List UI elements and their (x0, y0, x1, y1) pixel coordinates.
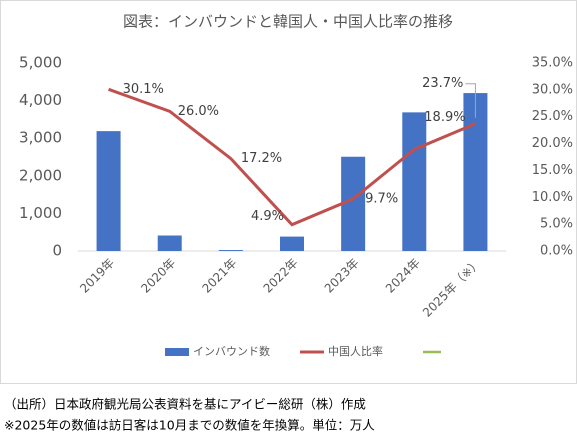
legend-label: 中国人比率 (328, 344, 383, 358)
y-tick-label: 0 (52, 242, 62, 260)
data-label: 4.9% (251, 209, 284, 224)
y-tick-label: 3,000 (19, 129, 62, 147)
legend-swatch (165, 348, 189, 356)
bar (402, 112, 427, 251)
bar (218, 250, 243, 251)
y2-tick-label: 25.0% (532, 109, 573, 124)
data-label: 17.2% (241, 151, 282, 166)
legend-label: インバウンド数 (193, 345, 270, 358)
bar (463, 93, 488, 251)
y-tick-label: 1,000 (19, 204, 62, 222)
source-note: （出所）日本政府観光局公表資料を基にアイビー総研（株）作成 (4, 397, 366, 412)
data-label: 30.1% (123, 82, 164, 97)
y2-tick-label: 35.0% (532, 56, 573, 71)
data-label: 26.0% (178, 104, 219, 119)
data-label: 9.7% (365, 191, 398, 206)
chart-frame (0, 0, 577, 384)
y2-tick-label: 30.0% (532, 82, 573, 97)
bar (280, 236, 304, 251)
y2-tick-label: 10.0% (532, 190, 573, 205)
y-tick-label: 5,000 (19, 54, 62, 72)
y-tick-label: 4,000 (19, 91, 62, 109)
line-series (108, 87, 477, 227)
y2-tick-label: 20.0% (532, 136, 573, 151)
leader-line (465, 83, 476, 118)
bar (157, 235, 182, 251)
data-label: 23.7% (422, 76, 463, 91)
y2-tick-label: 15.0% (532, 163, 573, 178)
y-tick-label: 2,000 (19, 166, 62, 184)
y2-tick-label: 5.0% (540, 217, 573, 232)
chart-title: 図表：インバウンドと韓国人・中国人比率の推移 (123, 13, 453, 31)
footnote: ※2025年の数値は訪日客は10月までの数値を年換算。単位：万人 (4, 418, 375, 433)
data-label: 18.9% (424, 110, 465, 125)
bar (96, 131, 121, 251)
y2-tick-label: 0.0% (540, 244, 573, 259)
